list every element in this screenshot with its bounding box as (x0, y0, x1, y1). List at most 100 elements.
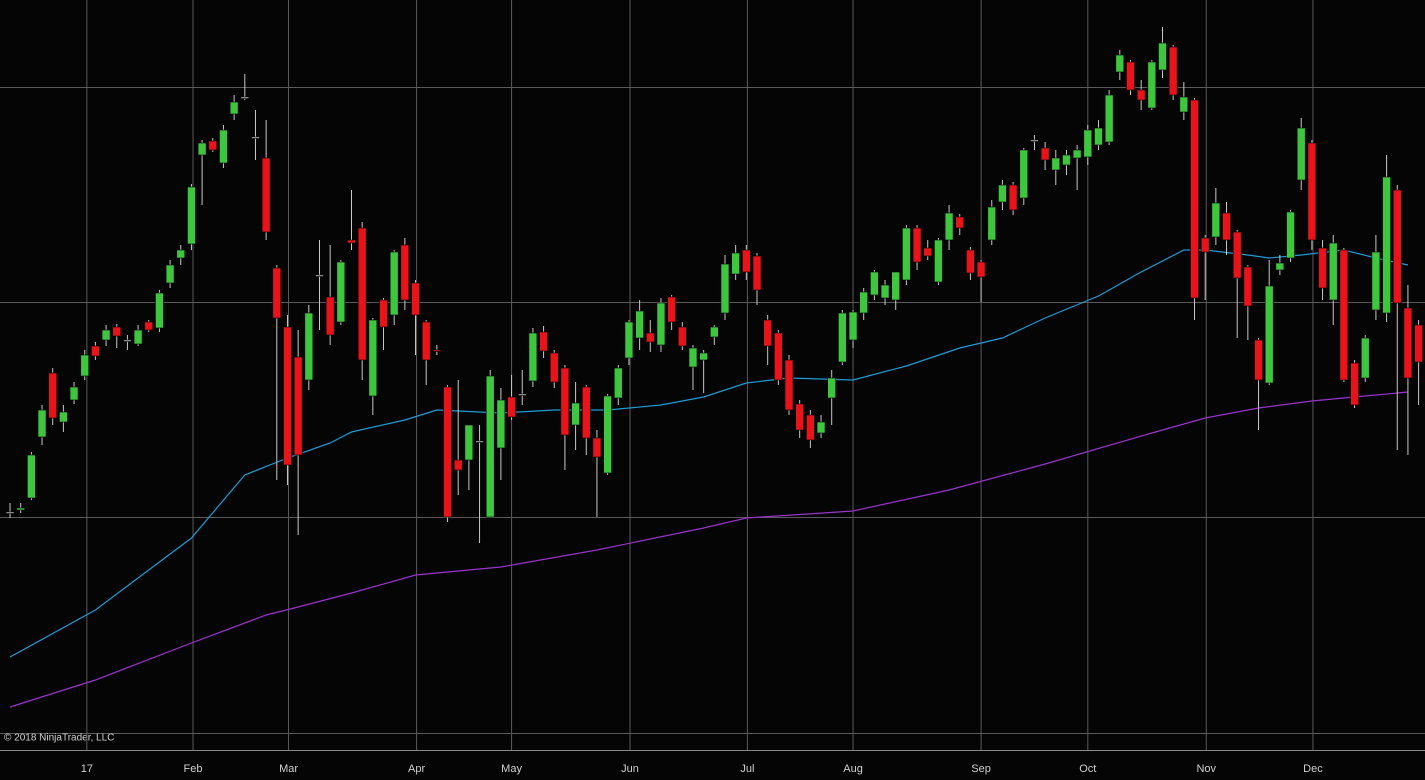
candle-body (1254, 339, 1263, 381)
candle-body (976, 261, 986, 278)
candle-body (1275, 262, 1285, 271)
candle-body (1286, 211, 1295, 259)
candle-body (421, 321, 431, 361)
candle-body (816, 421, 826, 434)
candle-body (613, 367, 623, 399)
candle-body (731, 252, 740, 275)
candle-body (411, 282, 420, 316)
candle-body (1350, 362, 1359, 406)
candle-body (656, 302, 666, 346)
candle-body (955, 216, 965, 229)
candle-body (891, 271, 901, 301)
candle-body (710, 326, 719, 338)
candle-body (1232, 231, 1242, 279)
candle-body (219, 129, 228, 164)
candle-body (1168, 46, 1178, 96)
candle-body (144, 321, 154, 331)
candle-body (1200, 237, 1210, 253)
candle-body (752, 255, 762, 291)
candle-body (261, 157, 271, 233)
candle-body (838, 312, 847, 363)
candle-body (293, 356, 303, 456)
x-tick-label: 17 (81, 763, 93, 775)
candle-body (1147, 61, 1157, 109)
candle-body (1403, 307, 1413, 379)
candle-body (571, 402, 580, 426)
candle-body (400, 244, 410, 301)
candle-body (966, 249, 975, 274)
candle-body (624, 321, 634, 359)
candle-body (635, 310, 644, 339)
candle-body (1040, 147, 1050, 161)
candle-body (368, 319, 378, 397)
candle-body (923, 247, 933, 257)
candle-body (453, 459, 463, 471)
candle-body (187, 186, 196, 245)
x-tick-label: May (501, 763, 522, 775)
candle-body (389, 251, 399, 316)
candle-body (16, 507, 26, 511)
candle-body (176, 249, 186, 259)
candle-body (934, 239, 943, 283)
candle-body (998, 184, 1007, 203)
candle-body (1371, 251, 1381, 311)
candle-body (485, 375, 495, 518)
candle-body (80, 354, 90, 377)
candle-body (944, 212, 954, 241)
horizontal-grid (0, 87, 1425, 734)
candle-body (1072, 149, 1082, 159)
candle-body (1019, 149, 1029, 199)
candle-body (699, 352, 708, 361)
candle-body (763, 319, 772, 347)
x-tick-label: Apr (408, 763, 425, 775)
candle-body (1360, 337, 1370, 379)
candle-body (848, 311, 858, 341)
candle-body (1339, 249, 1349, 381)
candle-body (1382, 176, 1391, 314)
candle-body (774, 332, 783, 381)
candle-body (464, 424, 474, 461)
candle-body (1243, 266, 1253, 307)
candle-body (1264, 285, 1274, 384)
candle-body (155, 292, 164, 329)
candle-body (784, 359, 794, 411)
candle-body (283, 326, 292, 466)
candle-body (379, 299, 388, 328)
candle-body (517, 393, 527, 396)
x-tick-label: Nov (1196, 763, 1216, 775)
candle-body (1136, 89, 1146, 101)
candle-body (880, 284, 890, 299)
candle-body (197, 142, 207, 156)
candle-body (1318, 247, 1327, 289)
candle-body (1115, 54, 1125, 73)
candle-body (229, 101, 239, 115)
candle-body (101, 329, 111, 341)
candle-body (304, 312, 314, 381)
candle-body (667, 296, 676, 323)
candle-body (165, 264, 175, 284)
candle-body (592, 437, 602, 458)
candle-body (432, 349, 442, 352)
candle-body (1083, 129, 1093, 158)
candle-body (1179, 96, 1189, 113)
candle-body (742, 249, 751, 273)
candle-body (325, 296, 335, 336)
candle-body (112, 326, 122, 337)
candle-body (59, 411, 68, 423)
candle-body (1104, 94, 1114, 143)
candle-body (475, 440, 484, 443)
candle-body (859, 291, 869, 314)
x-tick-label: Jun (621, 763, 639, 775)
x-tick-label: Jul (740, 763, 754, 775)
x-tick-label: Dec (1303, 763, 1323, 775)
candle-body (1190, 99, 1199, 299)
candle-body (69, 386, 79, 401)
candle-body (912, 227, 922, 263)
candle-body (528, 332, 538, 382)
candle-body (1222, 212, 1231, 241)
candle-body (27, 454, 36, 499)
candle-body (133, 329, 143, 345)
candle-body (251, 136, 260, 139)
